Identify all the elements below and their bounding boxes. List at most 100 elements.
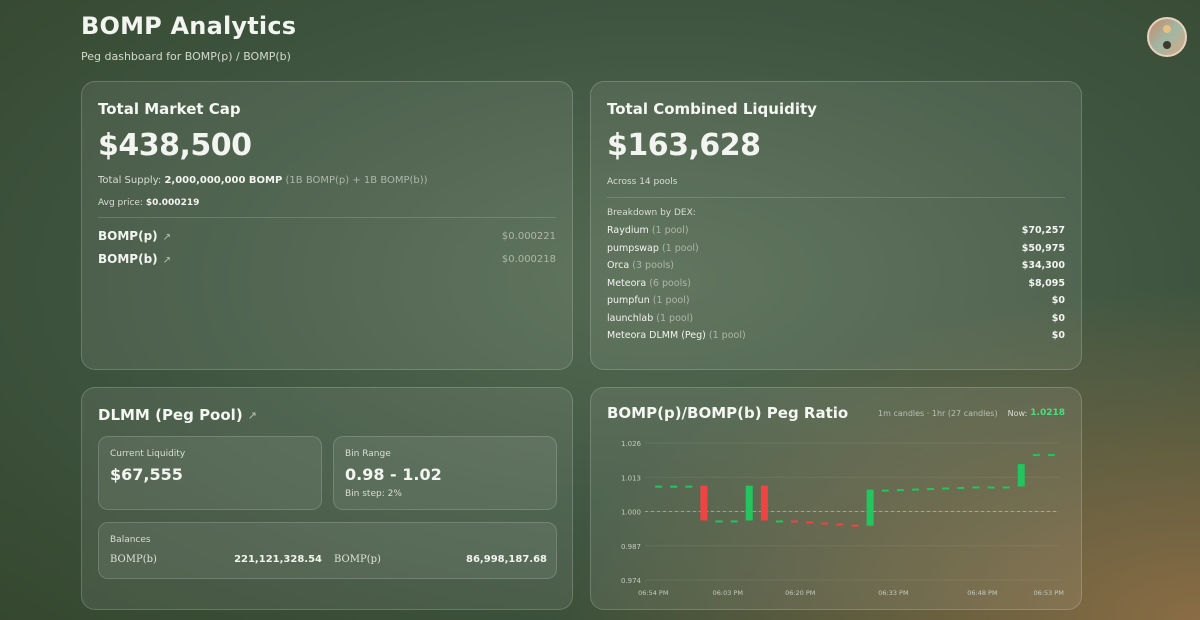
avatar-mark-bottom <box>1163 41 1171 49</box>
peg-ratio-title: BOMP(p)/BOMP(b) Peg Ratio <box>607 404 849 422</box>
peg-chart-header: BOMP(p)/BOMP(b) Peg Ratio 1m candles · 1… <box>607 404 1065 422</box>
market-cap-card: Total Market Cap $438,500 Total Supply: … <box>81 81 573 370</box>
dex-pools: (1 pool) <box>656 312 694 324</box>
breakdown-label: Breakdown by DEX: <box>607 208 696 218</box>
external-link-icon[interactable]: ↗ <box>247 408 257 422</box>
dex-pools: (1 pool) <box>708 330 746 341</box>
candle <box>987 486 995 489</box>
now-label: Now: <box>1007 408 1028 418</box>
total-supply: Total Supply: 2,000,000,000 BOMP (1B BOM… <box>98 175 556 186</box>
balance-token: BOMP(b) <box>110 554 157 565</box>
dex-name: Meteora DLMM (Peg) <box>607 330 706 341</box>
page-header: BOMP Analytics Peg dashboard for BOMP(p)… <box>81 12 296 63</box>
candle <box>957 486 965 489</box>
candle <box>821 522 829 525</box>
market-cap-value: $438,500 <box>98 128 252 163</box>
x-tick-label: 06:03 PM <box>713 589 743 597</box>
dex-name-group: Meteora DLMM (Peg) (1 pool) <box>607 330 746 341</box>
y-tick-label: 0.974 <box>621 577 642 585</box>
candle <box>927 488 935 491</box>
current-liquidity-value: $67,555 <box>110 465 183 484</box>
dex-list: Raydium (1 pool) $70,257 pumpswap (1 pool)… <box>607 225 1065 341</box>
token-name: BOMP(p) <box>98 229 158 243</box>
page-title: BOMP Analytics <box>81 12 297 40</box>
candle <box>972 486 980 489</box>
dex-value: $70,257 <box>1021 225 1065 236</box>
dlmm-title-link[interactable]: DLMM (Peg Pool) ↗ <box>98 406 257 424</box>
external-link-icon[interactable]: ↗ <box>162 255 172 266</box>
candle <box>942 487 950 490</box>
candle <box>896 489 904 492</box>
candle <box>911 488 919 491</box>
x-tick-label: 06:33 PM <box>878 589 908 597</box>
dex-row: pumpfun (1 pool) $0 <box>607 295 1065 306</box>
balances-box: Balances BOMP(b) 221,121,328.54 BOMP(p) … <box>98 522 557 579</box>
avg-price-label: Avg price: <box>98 198 143 208</box>
token-name: BOMP(b) <box>98 252 158 266</box>
candle <box>1017 464 1025 487</box>
candle <box>836 523 844 526</box>
bin-range-value: 0.98 - 1.02 <box>345 465 442 484</box>
total-supply-value: 2,000,000,000 BOMP <box>164 175 283 186</box>
candle <box>851 524 859 527</box>
bin-step: Bin step: 2% <box>345 489 402 499</box>
avg-price: Avg price: $0.000219 <box>98 198 556 208</box>
dex-row: Orca (3 pools) $34,300 <box>607 260 1065 271</box>
liquidity-card: Total Combined Liquidity $163,628 Across… <box>590 81 1082 370</box>
peg-ratio-card: BOMP(p)/BOMP(b) Peg Ratio 1m candles · 1… <box>590 387 1082 610</box>
candle <box>775 520 783 523</box>
dex-value: $0 <box>1051 295 1065 306</box>
candle <box>806 521 814 524</box>
bin-range-label: Bin Range <box>345 449 391 459</box>
dex-name-group: Raydium (1 pool) <box>607 225 689 236</box>
y-tick-label: 1.026 <box>621 440 642 448</box>
balances-label: Balances <box>110 535 151 545</box>
token-link-bomp-p[interactable]: BOMP(p) ↗ <box>98 229 171 243</box>
market-cap-divider <box>98 217 556 218</box>
dex-name-group: Meteora (6 pools) <box>607 278 691 289</box>
token-row-bomp-p: BOMP(p) ↗ $0.000221 <box>98 229 556 243</box>
candle <box>715 520 723 523</box>
dex-name: pumpfun <box>607 295 650 306</box>
total-supply-label: Total Supply: <box>98 175 162 186</box>
x-tick-label: 06:54 PM <box>638 589 668 597</box>
candle <box>700 485 708 521</box>
dex-pools: (6 pools) <box>649 277 691 289</box>
candle <box>1002 486 1010 489</box>
token-price: $0.000218 <box>501 253 556 265</box>
x-tick-label: 06:53 PM <box>1033 589 1063 597</box>
dex-pools: (1 pool) <box>652 295 690 306</box>
dex-name-group: pumpswap (1 pool) <box>607 243 699 254</box>
market-cap-title: Total Market Cap <box>98 100 241 118</box>
dex-row: Meteora (6 pools) $8,095 <box>607 278 1065 289</box>
current-liquidity-box: Current Liquidity $67,555 <box>98 436 322 510</box>
candle <box>670 485 678 488</box>
candle <box>791 520 799 523</box>
pools-count: Across 14 pools <box>607 177 678 187</box>
candle <box>1047 454 1055 457</box>
balance-amount: 221,121,328.54 <box>234 554 322 565</box>
balance-token: BOMP(p) <box>334 554 381 565</box>
dex-value: $0 <box>1051 312 1065 324</box>
dex-pools: (1 pool) <box>661 242 699 254</box>
x-tick-label: 06:48 PM <box>967 589 997 597</box>
candle <box>745 485 753 521</box>
avatar-mark-top <box>1163 25 1171 33</box>
x-tick-label: 06:20 PM <box>785 589 815 597</box>
now-value: 1.0218 <box>1030 408 1065 418</box>
dex-name-group: Orca (3 pools) <box>607 260 674 271</box>
candle <box>866 489 874 526</box>
candle <box>1032 454 1040 457</box>
liquidity-divider <box>607 197 1065 198</box>
dex-name-group: pumpfun (1 pool) <box>607 295 690 306</box>
dex-value: $34,300 <box>1021 260 1065 271</box>
current-liquidity-label: Current Liquidity <box>110 449 186 459</box>
token-link-bomp-b[interactable]: BOMP(b) ↗ <box>98 252 171 266</box>
candle <box>685 485 693 488</box>
avatar[interactable] <box>1147 17 1187 57</box>
candle <box>730 520 738 523</box>
bin-range-box: Bin Range 0.98 - 1.02 Bin step: 2% <box>333 436 557 510</box>
external-link-icon[interactable]: ↗ <box>162 232 172 243</box>
y-tick-label: 0.987 <box>621 543 641 551</box>
dex-row: pumpswap (1 pool) $50,975 <box>607 243 1065 254</box>
